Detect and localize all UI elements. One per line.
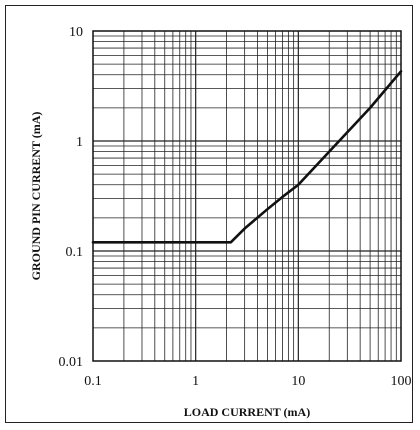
x-tick-label: 0.1 <box>84 374 102 389</box>
y-axis-label: GROUND PIN CURRENT (mA) <box>29 112 43 281</box>
x-tick-labels: 0.1 1 10 100 <box>84 374 411 389</box>
x-tick-label: 100 <box>391 374 412 389</box>
major-grid <box>93 31 401 361</box>
x-tick-label: 10 <box>291 374 305 389</box>
plot-border <box>92 30 402 362</box>
y-tick-label: 1 <box>76 135 83 150</box>
chart-frame: 0.1 1 10 100 0.01 0.1 1 10 LOAD CURRENT (mA) G… <box>5 5 413 423</box>
series-line-ground-current <box>91 70 403 244</box>
y-tick-labels: 0.01 0.1 1 10 <box>59 25 84 370</box>
y-tick-label: 10 <box>69 25 83 40</box>
y-tick-label: 0.1 <box>66 245 84 260</box>
x-axis-label: LOAD CURRENT (mA) <box>184 405 310 419</box>
minor-grid <box>93 31 401 361</box>
x-tick-label: 1 <box>192 374 199 389</box>
y-tick-label: 0.01 <box>59 355 84 370</box>
